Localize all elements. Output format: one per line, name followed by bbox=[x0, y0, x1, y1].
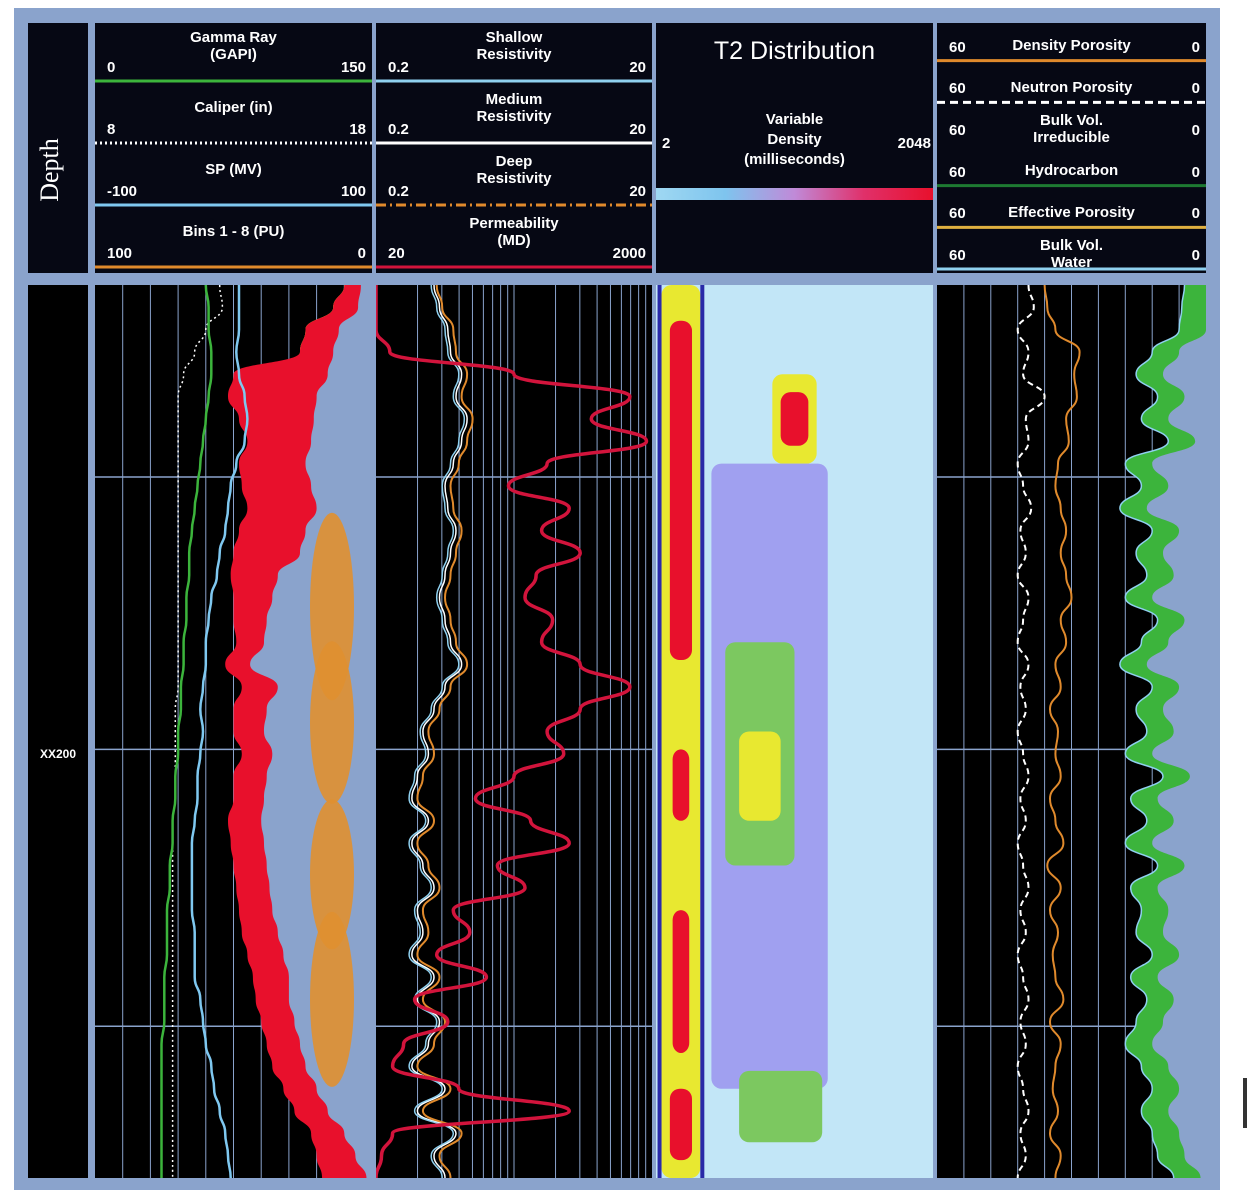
t2-left: 2 bbox=[662, 135, 671, 152]
t2-density-cell bbox=[739, 731, 781, 821]
t4-row-3-left: 60 bbox=[949, 163, 966, 181]
t2-density-cell bbox=[739, 1070, 823, 1143]
header-t4 bbox=[937, 23, 1206, 273]
t2-title: T2 Distribution bbox=[713, 37, 876, 65]
caliper-curve bbox=[171, 284, 224, 1178]
t2-right: 2048 bbox=[897, 135, 931, 152]
t1-row-1-left: 8 bbox=[107, 121, 116, 138]
t1-row-2-name: SP (MV) bbox=[205, 161, 262, 178]
side-mark bbox=[1243, 1078, 1247, 1128]
t1-row-3-name: Bins 1 - 8 (PU) bbox=[182, 223, 285, 240]
depth-marker: XX200 bbox=[39, 747, 77, 761]
t4-row-2-left: 60 bbox=[949, 122, 966, 139]
t1-row-0-right: 150 bbox=[340, 59, 366, 76]
t4-row-5-name: Bulk Vol. Water bbox=[1039, 237, 1104, 272]
t2-row-3-right: 2000 bbox=[612, 245, 646, 262]
bulk-vol-water-curve bbox=[1119, 284, 1186, 1179]
t2-row-3-name: Permeability (MD) bbox=[469, 215, 559, 249]
t4-row-5-right: 0 bbox=[1191, 247, 1200, 264]
header-t2 bbox=[376, 23, 652, 273]
t2-row-2-left: 0.2 bbox=[388, 183, 409, 200]
permeability-curve bbox=[374, 285, 649, 1179]
t2-density-cell bbox=[669, 1088, 693, 1161]
t1-row-3-right: 0 bbox=[357, 245, 366, 262]
t2-row-1-left: 0.2 bbox=[388, 121, 409, 138]
gamma-ray-curve bbox=[160, 284, 213, 1178]
t2-row-0-right: 20 bbox=[629, 59, 646, 76]
t1-row-1-right: 18 bbox=[349, 121, 366, 138]
t4-row-1-left: 60 bbox=[949, 80, 966, 98]
t2-row-3-left: 20 bbox=[388, 245, 405, 262]
t2-row-2-right: 20 bbox=[629, 183, 646, 200]
t2-density-cell bbox=[672, 910, 690, 1053]
depth-title: Depth bbox=[35, 138, 64, 202]
neutron-porosity-curve bbox=[1016, 284, 1046, 1179]
t4-row-0-left: 60 bbox=[949, 38, 966, 56]
t4-row-1-right: 0 bbox=[1191, 80, 1200, 98]
t1-row-1-name: Caliper (in) bbox=[194, 99, 273, 116]
bin-area-orange bbox=[310, 911, 354, 1087]
t4-row-0-name: Density Porosity bbox=[1012, 37, 1131, 54]
t4-row-4-left: 60 bbox=[949, 205, 966, 223]
t2-name: Variable Density (milliseconds) bbox=[744, 111, 845, 168]
body-depth bbox=[28, 285, 88, 1178]
t2-row-0-left: 0.2 bbox=[388, 59, 409, 76]
t4-row-2-right: 0 bbox=[1191, 122, 1200, 139]
t4-row-0-right: 0 bbox=[1191, 38, 1200, 56]
header-t1 bbox=[95, 23, 372, 273]
t2-row-1-right: 20 bbox=[629, 121, 646, 138]
t1-row-2-left: -100 bbox=[107, 183, 138, 200]
t4-row-2-name: Bulk Vol. Irreducible bbox=[1033, 112, 1110, 147]
t2-density-cell bbox=[672, 749, 690, 821]
t2-outline bbox=[657, 285, 662, 1178]
header-t3 bbox=[656, 23, 933, 273]
bin-area-orange bbox=[310, 641, 354, 804]
t4-row-4-right: 0 bbox=[1191, 205, 1200, 223]
sp-curve bbox=[190, 285, 249, 1179]
density-porosity-curve bbox=[1043, 284, 1081, 1179]
t2-outline bbox=[700, 285, 705, 1178]
t4-row-5-left: 60 bbox=[949, 247, 966, 264]
t4-row-4-name: Effective Porosity bbox=[1008, 203, 1135, 221]
t4-row-1-name: Neutron Porosity bbox=[1010, 78, 1133, 96]
track4-right-margin bbox=[1146, 285, 1206, 1178]
t4-row-3-name: Hydrocarbon bbox=[1024, 162, 1119, 179]
t4-row-3-right: 0 bbox=[1191, 163, 1200, 181]
t2-color-scale bbox=[656, 188, 933, 200]
t1-row-0-left: 0 bbox=[107, 59, 116, 76]
t1-row-2-right: 100 bbox=[340, 183, 366, 200]
t2-row-0-name: Shallow Resistivity bbox=[476, 29, 552, 63]
t2-row-2-name: Deep Resistivity bbox=[476, 153, 552, 187]
t2-density-cell bbox=[780, 392, 809, 446]
header-depth bbox=[28, 23, 88, 273]
bin-area-orange bbox=[310, 799, 354, 950]
t1-row-0-name: Gamma Ray (GAPI) bbox=[190, 29, 277, 63]
t1-row-3-left: 100 bbox=[107, 245, 133, 262]
t2-density-cell bbox=[669, 320, 693, 661]
t2-row-1-name: Medium Resistivity bbox=[476, 91, 552, 125]
